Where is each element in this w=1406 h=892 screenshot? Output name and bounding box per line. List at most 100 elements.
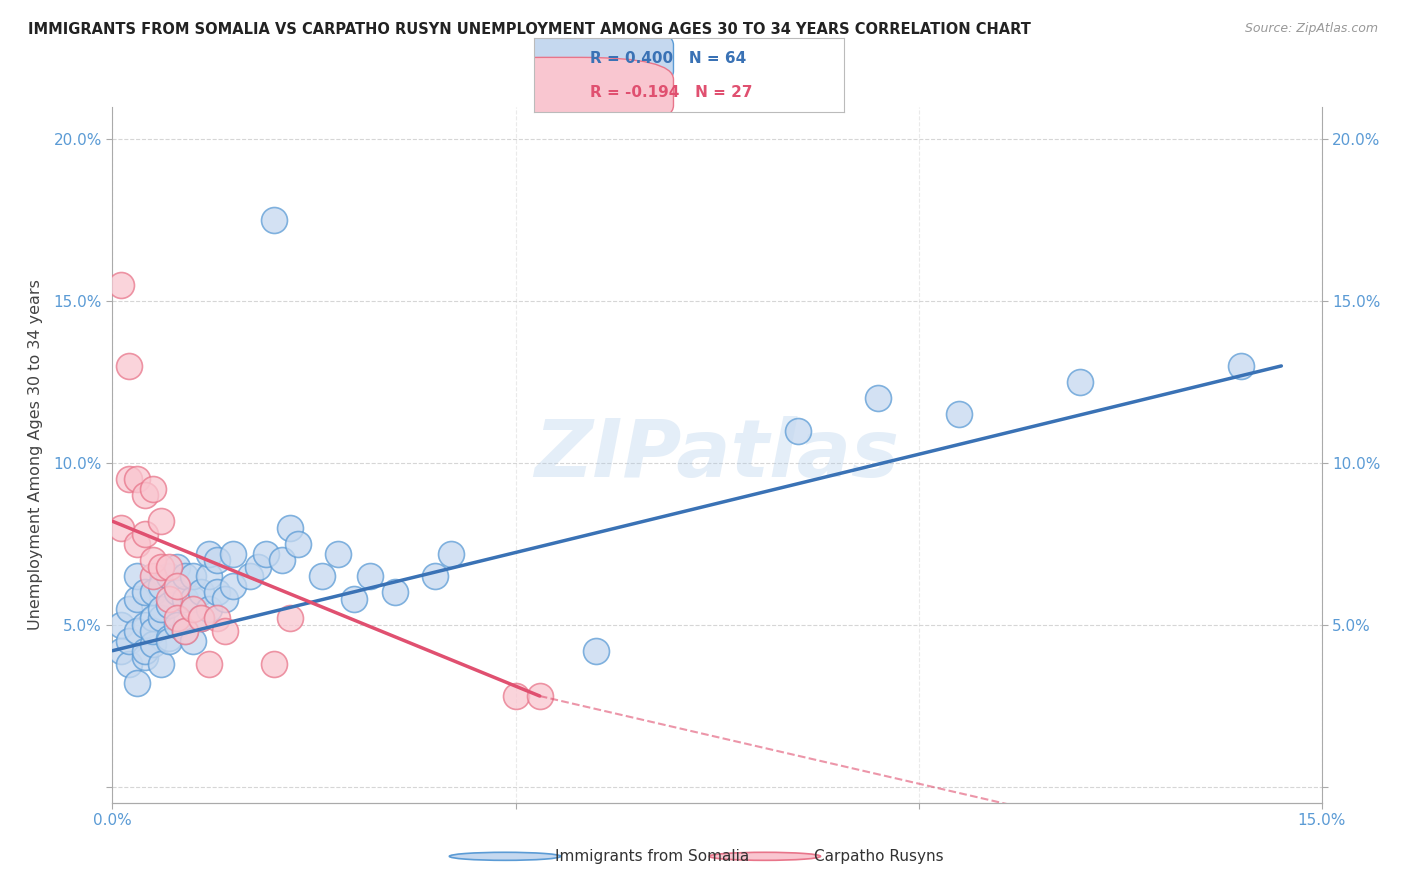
Point xyxy=(359,569,381,583)
FancyBboxPatch shape xyxy=(451,23,673,93)
Point xyxy=(181,569,204,583)
Point xyxy=(110,278,132,293)
Point xyxy=(149,611,172,625)
Point xyxy=(142,585,165,599)
Point xyxy=(423,569,446,583)
Point xyxy=(1069,375,1091,389)
Point xyxy=(222,579,245,593)
Point xyxy=(214,591,236,606)
Point xyxy=(198,657,221,671)
Text: Carpatho Rusyns: Carpatho Rusyns xyxy=(814,849,943,863)
Point xyxy=(110,521,132,535)
Point xyxy=(181,634,204,648)
Point xyxy=(157,569,180,583)
Point xyxy=(125,569,148,583)
Point xyxy=(278,521,301,535)
Point xyxy=(117,601,139,615)
Point xyxy=(246,559,269,574)
Point xyxy=(287,537,309,551)
Text: IMMIGRANTS FROM SOMALIA VS CARPATHO RUSYN UNEMPLOYMENT AMONG AGES 30 TO 34 YEARS: IMMIGRANTS FROM SOMALIA VS CARPATHO RUSY… xyxy=(28,22,1031,37)
Point xyxy=(868,392,890,406)
Point xyxy=(149,559,172,574)
Point xyxy=(222,547,245,561)
Point xyxy=(157,599,180,613)
Text: ZIPatlas: ZIPatlas xyxy=(534,416,900,494)
Point xyxy=(166,617,188,632)
Point xyxy=(440,547,463,561)
Point xyxy=(117,472,139,486)
Point xyxy=(134,617,156,632)
Point xyxy=(149,514,172,528)
Point xyxy=(214,624,236,639)
Point xyxy=(142,569,165,583)
Point xyxy=(125,472,148,486)
Point xyxy=(198,569,221,583)
Text: R = -0.194   N = 27: R = -0.194 N = 27 xyxy=(591,85,752,100)
Point xyxy=(181,601,204,615)
Point xyxy=(238,569,260,583)
Point xyxy=(149,579,172,593)
Point xyxy=(166,611,188,625)
Point xyxy=(207,585,229,599)
Y-axis label: Unemployment Among Ages 30 to 34 years: Unemployment Among Ages 30 to 34 years xyxy=(28,279,42,631)
Point xyxy=(948,408,970,422)
Circle shape xyxy=(450,853,561,860)
Point xyxy=(134,488,156,502)
Text: Source: ZipAtlas.com: Source: ZipAtlas.com xyxy=(1244,22,1378,36)
Point xyxy=(149,601,172,615)
Point xyxy=(174,569,197,583)
Point xyxy=(166,579,188,593)
Point xyxy=(110,643,132,657)
Point xyxy=(263,213,285,227)
Point xyxy=(585,643,607,657)
Point xyxy=(134,643,156,657)
Point xyxy=(142,637,165,651)
Point xyxy=(157,634,180,648)
Point xyxy=(278,611,301,625)
Point xyxy=(207,553,229,567)
Point xyxy=(254,547,277,561)
Point xyxy=(117,359,139,373)
Point xyxy=(328,547,350,561)
Point xyxy=(134,650,156,665)
Point xyxy=(343,591,366,606)
Point xyxy=(117,634,139,648)
Point xyxy=(190,585,212,599)
Point xyxy=(174,624,197,639)
Point xyxy=(142,611,165,625)
Point xyxy=(181,591,204,606)
Point xyxy=(157,591,180,606)
Point xyxy=(270,553,292,567)
Point xyxy=(142,553,165,567)
Point xyxy=(198,601,221,615)
Point xyxy=(157,631,180,645)
Point xyxy=(117,657,139,671)
Point xyxy=(134,585,156,599)
Point xyxy=(207,611,229,625)
Point xyxy=(134,527,156,541)
Point xyxy=(142,624,165,639)
Point xyxy=(786,424,808,438)
Point xyxy=(142,482,165,496)
Point xyxy=(157,559,180,574)
Point xyxy=(311,569,333,583)
Point xyxy=(125,624,148,639)
Point xyxy=(529,689,551,703)
Point xyxy=(190,611,212,625)
Point xyxy=(125,676,148,690)
Point xyxy=(125,591,148,606)
FancyBboxPatch shape xyxy=(451,57,673,128)
Point xyxy=(166,559,188,574)
Point xyxy=(384,585,406,599)
Point xyxy=(505,689,527,703)
Point xyxy=(110,617,132,632)
Point xyxy=(174,591,197,606)
Point xyxy=(149,657,172,671)
Point xyxy=(263,657,285,671)
Point xyxy=(166,585,188,599)
Point xyxy=(1230,359,1253,373)
Text: Immigrants from Somalia: Immigrants from Somalia xyxy=(554,849,749,863)
Point xyxy=(125,537,148,551)
Point xyxy=(174,624,197,639)
Circle shape xyxy=(709,853,821,860)
